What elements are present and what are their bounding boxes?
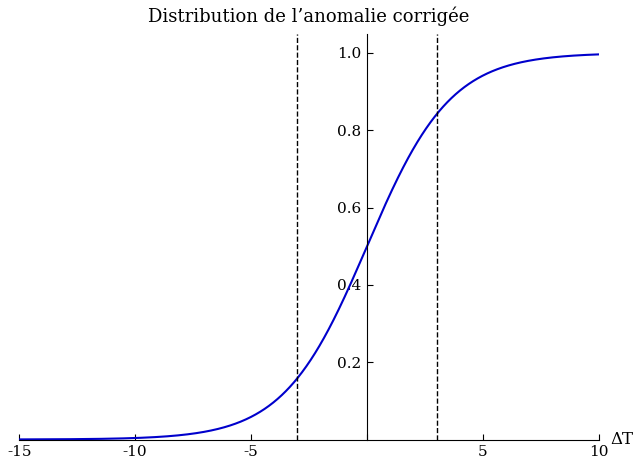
Title: Distribution de l’anomalie corrigée: Distribution de l’anomalie corrigée [148,7,470,27]
Text: ΔT: ΔT [610,431,633,448]
